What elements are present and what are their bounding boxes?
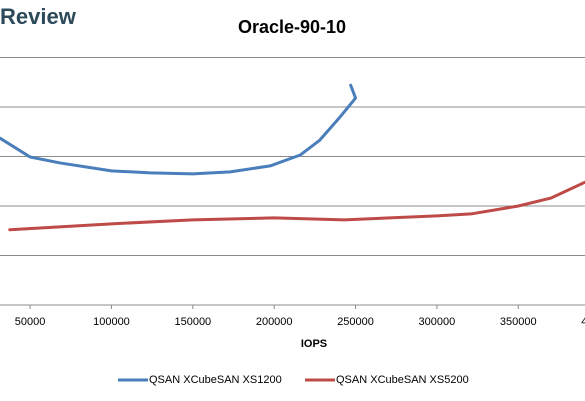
x-tick-label: 350000 bbox=[500, 316, 537, 328]
x-tick-label: 150000 bbox=[174, 316, 211, 328]
legend-label: QSAN XCubeSAN XS5200 bbox=[336, 374, 469, 386]
x-axis-label: IOPS bbox=[301, 338, 327, 350]
x-tick-label: 300000 bbox=[419, 316, 456, 328]
x-tick-label: 50000 bbox=[15, 316, 46, 328]
series-line bbox=[0, 83, 358, 176]
x-tick-label: 200000 bbox=[256, 316, 293, 328]
x-tick-label: 100000 bbox=[93, 316, 130, 328]
series-line bbox=[8, 180, 585, 232]
x-tick-label: 250000 bbox=[337, 316, 374, 328]
brand-logo: Review bbox=[0, 4, 77, 29]
legend-label: QSAN XCubeSAN XS1200 bbox=[149, 374, 282, 386]
chart-title: Oracle-90-10 bbox=[238, 17, 346, 37]
x-tick-label: 400000 bbox=[581, 316, 585, 328]
